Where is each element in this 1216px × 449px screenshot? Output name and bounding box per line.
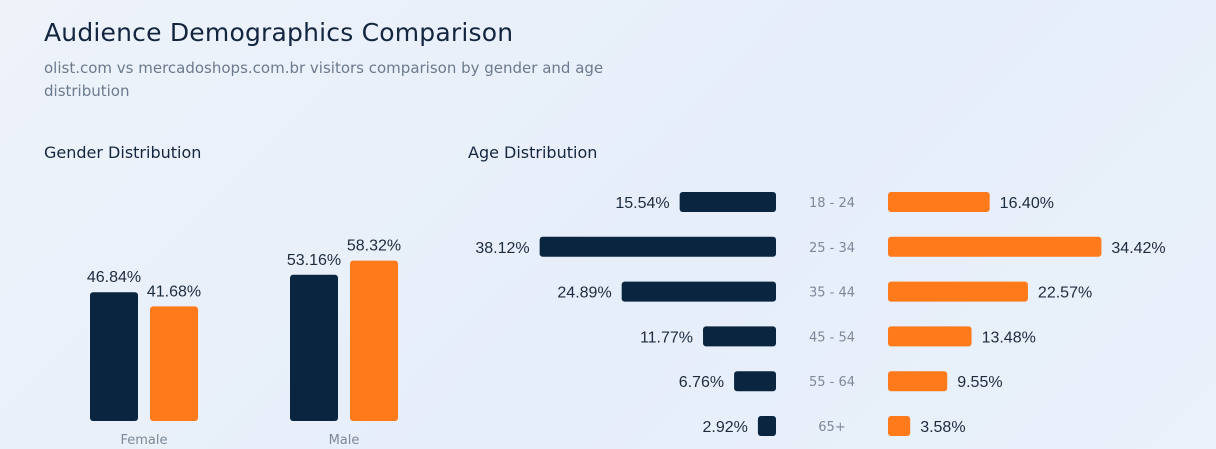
age-section-title: Age Distribution — [468, 143, 598, 162]
gender-value-label: 46.84% — [87, 269, 141, 286]
age-value-label-right: 34.42% — [1111, 240, 1165, 257]
age-bar-left — [757, 416, 776, 436]
age-value-label-right: 13.48% — [982, 329, 1036, 346]
gender-section-title: Gender Distribution — [44, 143, 202, 162]
age-value-label-right: 9.55% — [957, 374, 1002, 391]
age-bar-right — [888, 281, 1028, 302]
gender-chart: 46.84% 41.68% Female 53.16% 58.32% Male — [87, 238, 401, 448]
age-category-label: 25 - 34 — [809, 241, 855, 256]
age-bar-left — [703, 326, 776, 347]
gender-bar — [90, 292, 138, 421]
age-value-label-left: 11.77% — [640, 329, 693, 346]
chart-subtitle: olist.com vs mercadoshops.com.br visitor… — [44, 59, 604, 100]
chart-title: Audience Demographics Comparison — [44, 18, 514, 47]
age-value-label-right: 3.58% — [920, 419, 965, 436]
gender-bar — [350, 260, 398, 421]
gender-value-label: 58.32% — [347, 238, 401, 255]
age-category-label: 45 - 54 — [809, 330, 855, 345]
gender-value-label: 53.16% — [287, 252, 341, 269]
gender-bar — [150, 306, 198, 421]
age-bar-right — [888, 236, 1102, 257]
age-bar-right — [888, 371, 948, 392]
age-bar-left — [621, 281, 776, 302]
gender-value-label: 41.68% — [147, 283, 201, 300]
age-value-label-left: 24.89% — [557, 285, 611, 302]
gender-category-label: Male — [329, 433, 360, 448]
age-category-label: 18 - 24 — [809, 196, 855, 211]
age-bar-left — [539, 236, 776, 257]
age-value-label-left: 38.12% — [475, 240, 529, 257]
age-category-label: 55 - 64 — [809, 375, 855, 390]
age-bar-right — [888, 326, 972, 347]
age-bar-right — [888, 192, 990, 212]
age-bar-left — [734, 371, 776, 392]
age-value-label-right: 16.40% — [1000, 195, 1054, 212]
gender-category-label: Female — [120, 433, 167, 448]
age-category-label: 65+ — [818, 420, 845, 435]
gender-bar — [290, 274, 338, 421]
age-value-label-left: 15.54% — [615, 195, 669, 212]
age-value-label-right: 22.57% — [1038, 285, 1092, 302]
age-bar-left — [679, 192, 776, 212]
age-bar-right — [888, 416, 911, 436]
age-value-label-left: 6.76% — [679, 374, 724, 391]
age-chart: 15.54% 18 - 24 16.40% 38.12% 25 - 34 34.42% 24… — [475, 192, 1166, 436]
age-category-label: 35 - 44 — [809, 286, 855, 301]
age-value-label-left: 2.92% — [703, 419, 748, 436]
